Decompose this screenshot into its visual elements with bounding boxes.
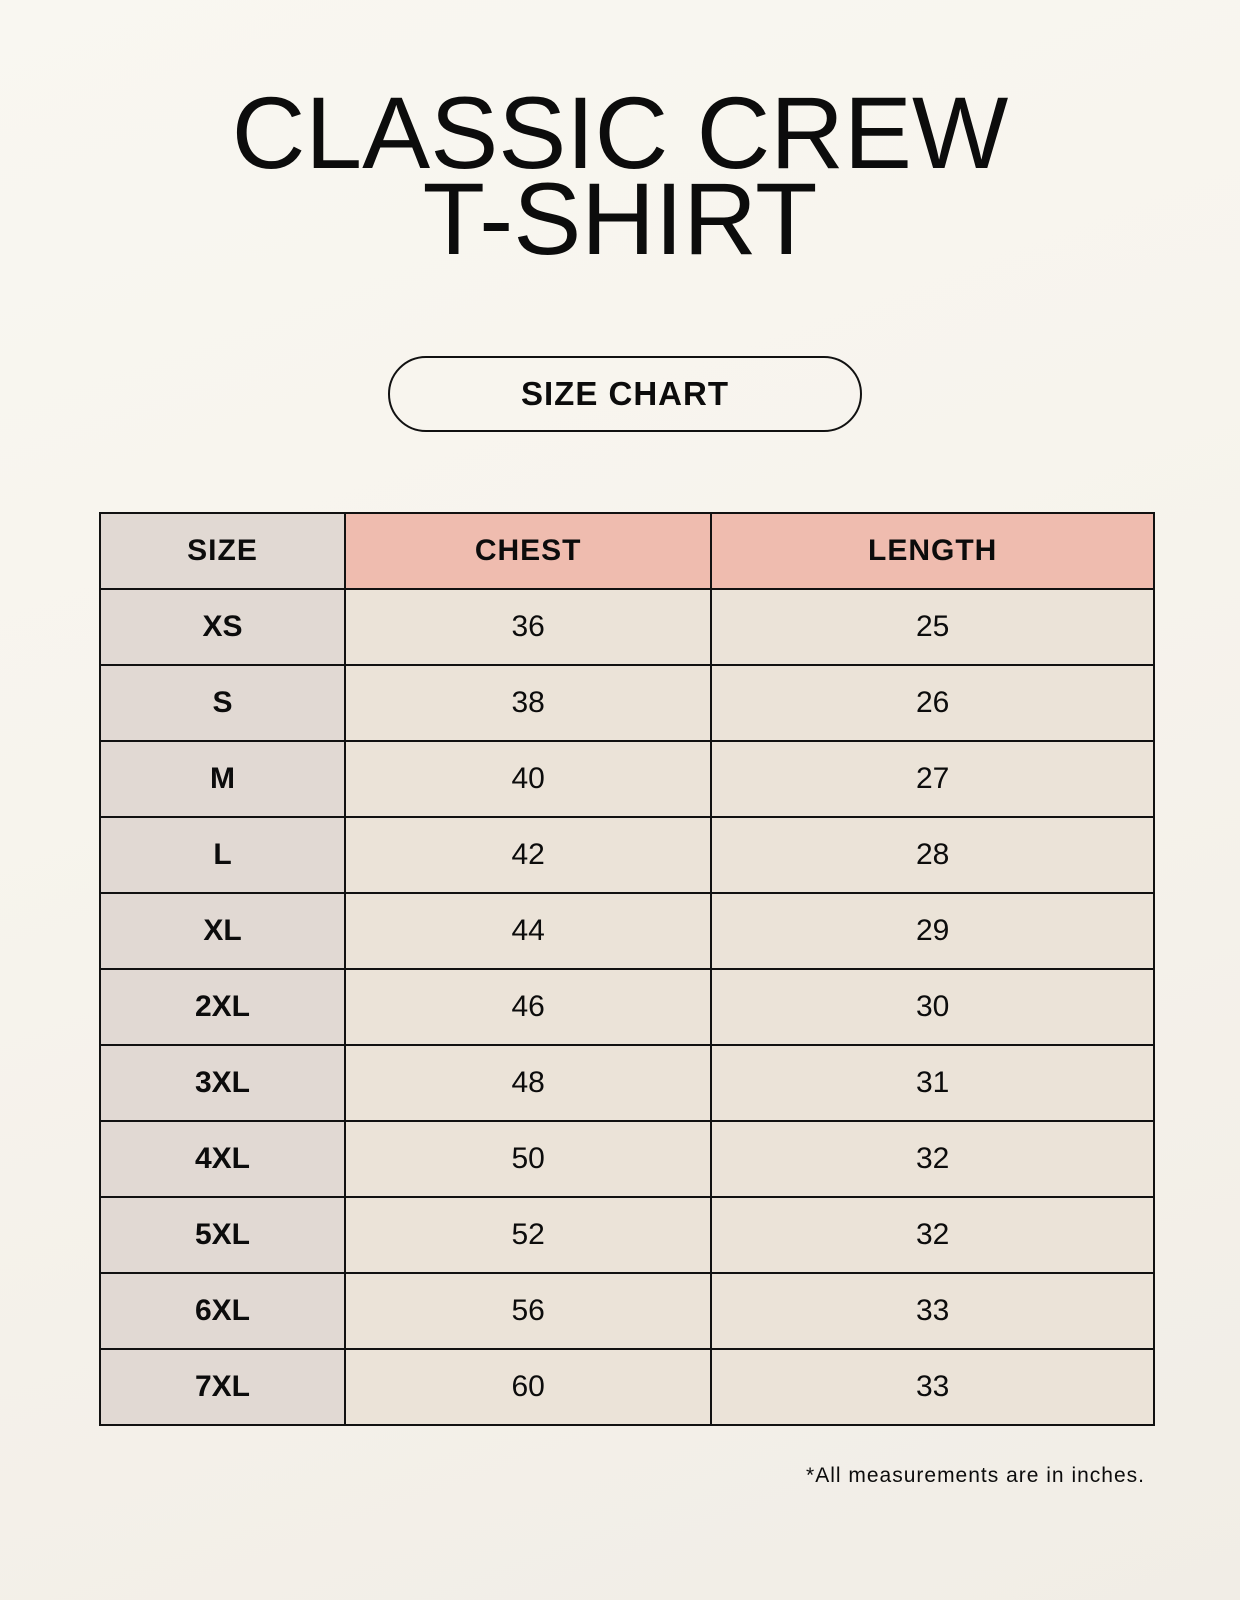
table-row: M 40 27 [99, 740, 1155, 818]
cell-chest: 50 [343, 1120, 713, 1198]
cell-chest: 36 [343, 588, 713, 666]
cell-size: S [99, 664, 346, 742]
cell-size: 7XL [99, 1348, 346, 1426]
cell-length: 27 [710, 740, 1155, 818]
table-row: L 42 28 [99, 816, 1155, 894]
cell-chest: 46 [343, 968, 713, 1046]
header-size: SIZE [99, 512, 346, 590]
cell-size: XS [99, 588, 346, 666]
cell-chest: 44 [343, 892, 713, 970]
cell-length: 29 [710, 892, 1155, 970]
header-chest: CHEST [343, 512, 713, 590]
table-row: 3XL 48 31 [99, 1044, 1155, 1122]
table-row: 4XL 50 32 [99, 1120, 1155, 1198]
size-table: SIZE CHEST LENGTH XS 36 25 S 38 26 M 40 27 L 42 28 X… [99, 512, 1155, 1426]
cell-length: 28 [710, 816, 1155, 894]
cell-length: 33 [710, 1348, 1155, 1426]
cell-chest: 40 [343, 740, 713, 818]
cell-chest: 38 [343, 664, 713, 742]
cell-size: M [99, 740, 346, 818]
cell-chest: 48 [343, 1044, 713, 1122]
table-row: S 38 26 [99, 664, 1155, 742]
cell-size: 3XL [99, 1044, 346, 1122]
cell-chest: 56 [343, 1272, 713, 1350]
cell-length: 25 [710, 588, 1155, 666]
cell-size: L [99, 816, 346, 894]
header-length: LENGTH [710, 512, 1155, 590]
table-row: 7XL 60 33 [99, 1348, 1155, 1426]
footnote: *All measurements are in inches. [806, 1464, 1145, 1487]
cell-size: 6XL [99, 1272, 346, 1350]
page-title: CLASSIC CREW T-SHIRT [0, 76, 1240, 276]
size-chart-badge: SIZE CHART [388, 356, 862, 432]
table-row: 6XL 56 33 [99, 1272, 1155, 1350]
cell-size: 4XL [99, 1120, 346, 1198]
cell-length: 26 [710, 664, 1155, 742]
title-line-2: T-SHIRT [422, 162, 818, 276]
cell-chest: 42 [343, 816, 713, 894]
cell-size: 5XL [99, 1196, 346, 1274]
cell-length: 32 [710, 1120, 1155, 1198]
table-row: XL 44 29 [99, 892, 1155, 970]
cell-length: 33 [710, 1272, 1155, 1350]
table-row: 5XL 52 32 [99, 1196, 1155, 1274]
cell-size: 2XL [99, 968, 346, 1046]
cell-chest: 60 [343, 1348, 713, 1426]
table-row: XS 36 25 [99, 588, 1155, 666]
table-header-row: SIZE CHEST LENGTH [99, 512, 1155, 590]
cell-chest: 52 [343, 1196, 713, 1274]
cell-length: 30 [710, 968, 1155, 1046]
cell-length: 31 [710, 1044, 1155, 1122]
title-line-1: CLASSIC CREW [231, 76, 1009, 190]
table-row: 2XL 46 30 [99, 968, 1155, 1046]
cell-size: XL [99, 892, 346, 970]
cell-length: 32 [710, 1196, 1155, 1274]
